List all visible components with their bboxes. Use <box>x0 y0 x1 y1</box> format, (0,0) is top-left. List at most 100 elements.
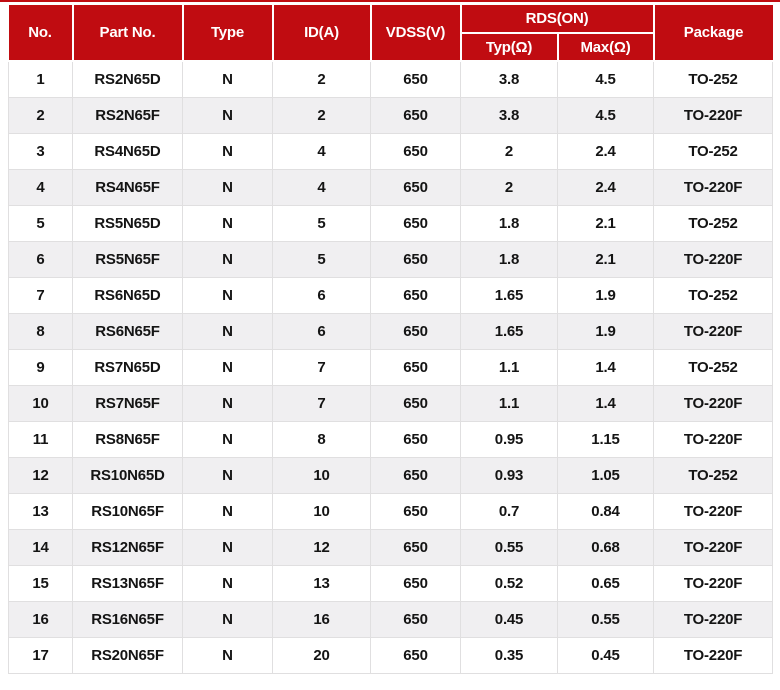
cell-vdss: 650 <box>370 492 461 530</box>
cell-package: TO-252 <box>653 132 774 170</box>
header-id-a: ID(A) <box>271 5 372 62</box>
table-row: 1 RS2N65D N 2 650 3.8 4.5 TO-252 <box>8 60 774 98</box>
cell-type: N <box>182 312 273 350</box>
cell-no: 2 <box>8 96 73 134</box>
cell-type: N <box>182 420 273 458</box>
cell-no: 9 <box>8 348 73 386</box>
cell-vdss: 650 <box>370 420 461 458</box>
cell-max-ohm: 1.05 <box>556 456 655 494</box>
cell-package: TO-220F <box>653 168 774 206</box>
cell-vdss: 650 <box>370 528 461 566</box>
header-vdss: VDSS(V) <box>369 5 462 62</box>
cell-no: 16 <box>8 600 73 638</box>
header-rds-on: RDS(ON) <box>459 5 655 34</box>
table-row: 10 RS7N65F N 7 650 1.1 1.4 TO-220F <box>8 384 774 422</box>
cell-typ-ohm: 0.45 <box>460 600 558 638</box>
table-row: 11 RS8N65F N 8 650 0.95 1.15 TO-220F <box>8 420 774 458</box>
cell-type: N <box>182 132 273 170</box>
cell-vdss: 650 <box>370 636 461 674</box>
cell-type: N <box>182 60 273 98</box>
cell-package: TO-220F <box>653 384 774 422</box>
table-row: 5 RS5N65D N 5 650 1.8 2.1 TO-252 <box>8 204 774 242</box>
cell-vdss: 650 <box>370 348 461 386</box>
cell-typ-ohm: 3.8 <box>460 60 558 98</box>
cell-max-ohm: 2.1 <box>556 240 655 278</box>
cell-id-a: 4 <box>272 132 371 170</box>
table-row: 15 RS13N65F N 13 650 0.52 0.65 TO-220F <box>8 564 774 602</box>
cell-part-no: RS6N65D <box>72 276 183 314</box>
cell-vdss: 650 <box>370 456 461 494</box>
cell-max-ohm: 0.65 <box>556 564 655 602</box>
cell-part-no: RS5N65D <box>72 204 183 242</box>
cell-id-a: 2 <box>272 60 371 98</box>
cell-typ-ohm: 2 <box>460 132 558 170</box>
cell-max-ohm: 4.5 <box>556 96 655 134</box>
table-row: 14 RS12N65F N 12 650 0.55 0.68 TO-220F <box>8 528 774 566</box>
cell-part-no: RS20N65F <box>72 636 183 674</box>
cell-part-no: RS13N65F <box>72 564 183 602</box>
table-row: 2 RS2N65F N 2 650 3.8 4.5 TO-220F <box>8 96 774 134</box>
top-border-line <box>0 0 780 2</box>
cell-no: 8 <box>8 312 73 350</box>
cell-type: N <box>182 348 273 386</box>
cell-id-a: 13 <box>272 564 371 602</box>
cell-id-a: 5 <box>272 240 371 278</box>
cell-part-no: RS4N65F <box>72 168 183 206</box>
table-row: 13 RS10N65F N 10 650 0.7 0.84 TO-220F <box>8 492 774 530</box>
cell-no: 3 <box>8 132 73 170</box>
header-max-ohm: Max(Ω) <box>556 32 654 62</box>
cell-package: TO-220F <box>653 312 774 350</box>
cell-vdss: 650 <box>370 60 461 98</box>
cell-package: TO-220F <box>653 492 774 530</box>
cell-typ-ohm: 0.93 <box>460 456 558 494</box>
table-body: 1 RS2N65D N 2 650 3.8 4.5 TO-252 2 RS2N65F N 2 650 3.… <box>8 60 774 674</box>
table-row: 4 RS4N65F N 4 650 2 2.4 TO-220F <box>8 168 774 206</box>
cell-no: 4 <box>8 168 73 206</box>
header-no: No. <box>8 5 74 62</box>
cell-type: N <box>182 492 273 530</box>
cell-id-a: 20 <box>272 636 371 674</box>
cell-max-ohm: 0.84 <box>556 492 655 530</box>
cell-no: 12 <box>8 456 73 494</box>
cell-max-ohm: 0.45 <box>556 636 655 674</box>
cell-package: TO-252 <box>653 60 774 98</box>
cell-package: TO-220F <box>653 96 774 134</box>
cell-max-ohm: 4.5 <box>556 60 655 98</box>
cell-vdss: 650 <box>370 276 461 314</box>
cell-no: 13 <box>8 492 73 530</box>
cell-typ-ohm: 1.1 <box>460 384 558 422</box>
cell-id-a: 16 <box>272 600 371 638</box>
table-row: 12 RS10N65D N 10 650 0.93 1.05 TO-252 <box>8 456 774 494</box>
cell-max-ohm: 1.9 <box>556 276 655 314</box>
cell-vdss: 650 <box>370 384 461 422</box>
cell-typ-ohm: 0.35 <box>460 636 558 674</box>
table-row: 8 RS6N65F N 6 650 1.65 1.9 TO-220F <box>8 312 774 350</box>
table-row: 6 RS5N65F N 5 650 1.8 2.1 TO-220F <box>8 240 774 278</box>
cell-type: N <box>182 456 273 494</box>
cell-max-ohm: 0.68 <box>556 528 655 566</box>
cell-part-no: RS8N65F <box>72 420 183 458</box>
cell-part-no: RS12N65F <box>72 528 183 566</box>
cell-id-a: 6 <box>272 312 371 350</box>
cell-id-a: 10 <box>272 492 371 530</box>
cell-vdss: 650 <box>370 312 461 350</box>
cell-id-a: 7 <box>272 384 371 422</box>
cell-max-ohm: 0.55 <box>556 600 655 638</box>
cell-vdss: 650 <box>370 132 461 170</box>
cell-type: N <box>182 384 273 422</box>
cell-typ-ohm: 1.1 <box>460 348 558 386</box>
cell-typ-ohm: 1.8 <box>460 204 558 242</box>
table-row: 17 RS20N65F N 20 650 0.35 0.45 TO-220F <box>8 636 774 674</box>
cell-max-ohm: 2.1 <box>556 204 655 242</box>
cell-id-a: 6 <box>272 276 371 314</box>
cell-package: TO-252 <box>653 348 774 386</box>
cell-max-ohm: 1.9 <box>556 312 655 350</box>
cell-typ-ohm: 0.7 <box>460 492 558 530</box>
cell-package: TO-252 <box>653 204 774 242</box>
cell-max-ohm: 1.4 <box>556 348 655 386</box>
cell-package: TO-252 <box>653 456 774 494</box>
cell-type: N <box>182 276 273 314</box>
cell-part-no: RS10N65F <box>72 492 183 530</box>
cell-package: TO-220F <box>653 564 774 602</box>
cell-id-a: 4 <box>272 168 371 206</box>
